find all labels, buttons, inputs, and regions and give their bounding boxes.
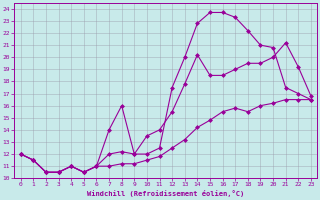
X-axis label: Windchill (Refroidissement éolien,°C): Windchill (Refroidissement éolien,°C) (87, 190, 244, 197)
